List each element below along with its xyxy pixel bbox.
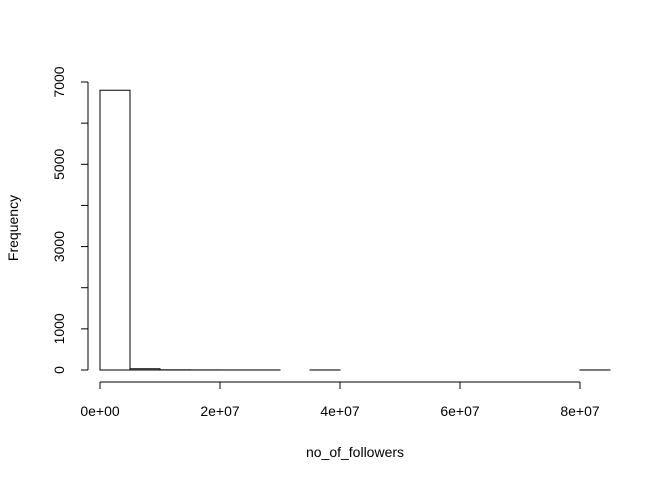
x-tick-label-3: 6e+07 (440, 403, 480, 419)
x-tick-label-1: 2e+07 (200, 403, 240, 419)
y-tick-label-5: 5000 (51, 149, 67, 180)
x-tick-label-0: 0e+00 (80, 403, 120, 419)
x-tick-label-4: 8e+07 (560, 403, 600, 419)
y-tick-label-7: 7000 (51, 66, 67, 97)
y-tick-label-0: 0 (51, 366, 67, 374)
histogram-bar-0 (99, 89, 131, 371)
y-tick-label-3: 3000 (51, 231, 67, 262)
y-tick-label-1: 1000 (51, 313, 67, 344)
y-axis-title: Frequency (5, 195, 21, 261)
x-axis-title: no_of_followers (306, 444, 404, 460)
x-axis: 0e+00 2e+07 4e+07 6e+07 8e+07 (80, 381, 600, 419)
x-tick-label-2: 4e+07 (320, 403, 360, 419)
histogram-bar-1 (129, 368, 161, 371)
y-axis: 0 1000 3000 5000 7000 (51, 66, 89, 374)
histogram-bars (99, 89, 611, 371)
